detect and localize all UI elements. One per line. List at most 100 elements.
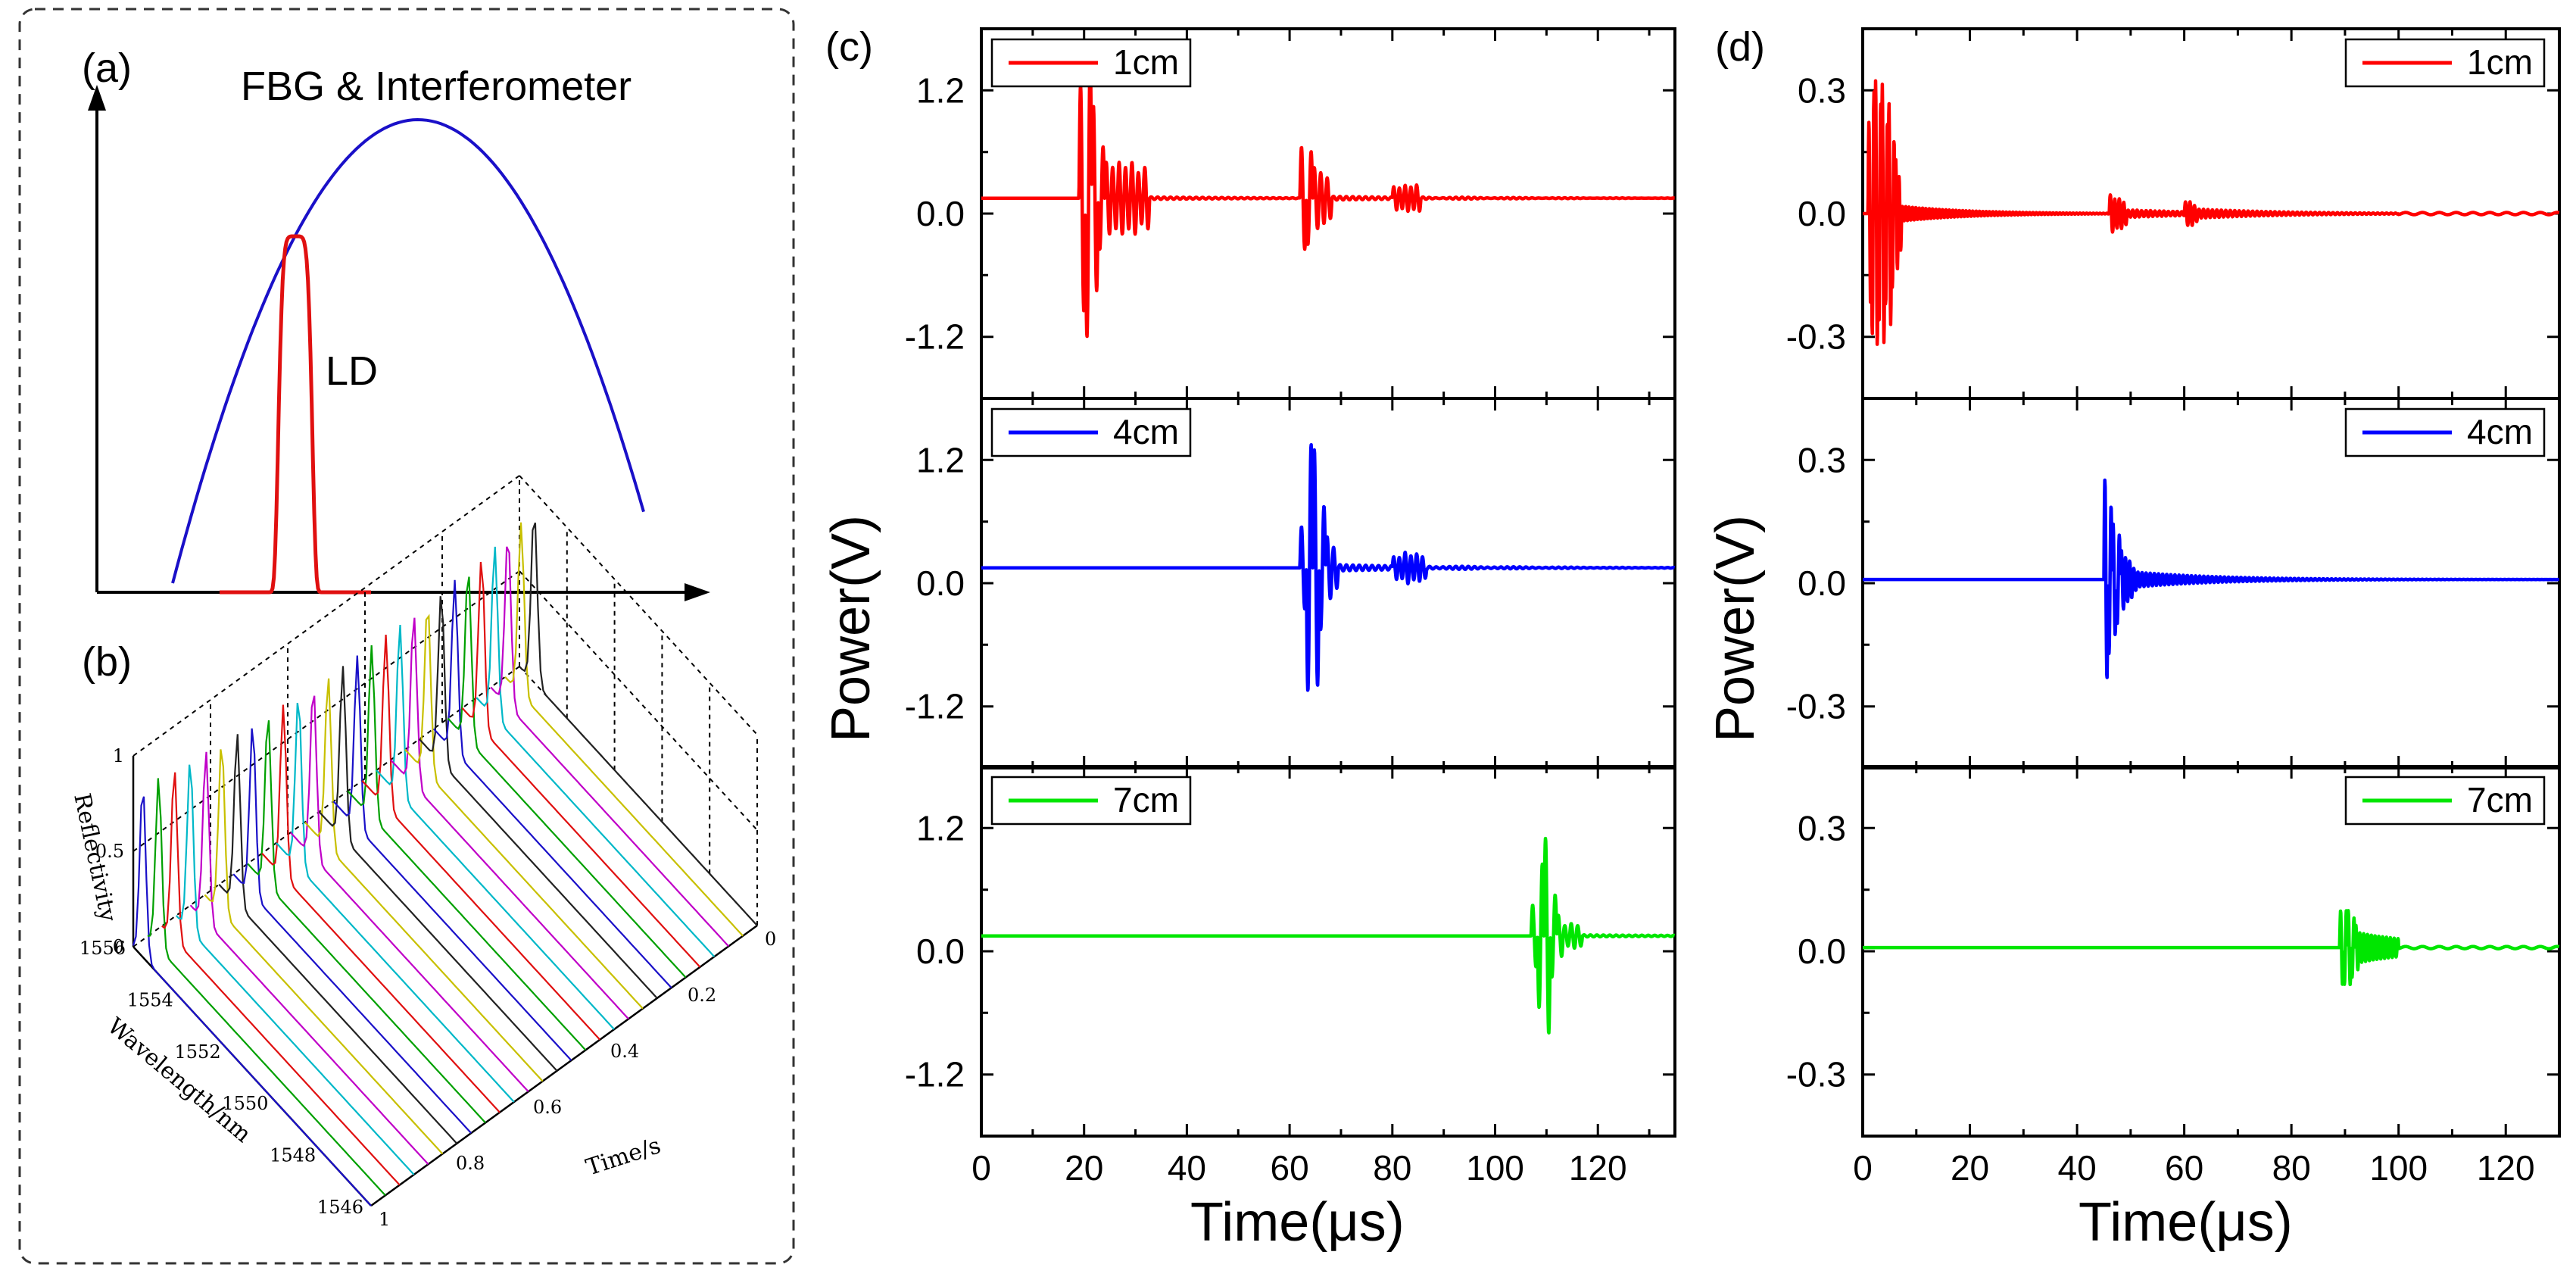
reflectivity-trace [347, 645, 587, 1051]
wavelength-tick-label: 1556 [80, 938, 126, 959]
panel-a-label: (a) [82, 45, 132, 91]
legend-label: 7cm [1113, 780, 1179, 819]
laser-diode-peak [220, 234, 371, 595]
y-tick-label: 0.3 [1798, 440, 1846, 479]
reflectivity-trace [289, 695, 529, 1093]
y-tick-label: 0.0 [1798, 932, 1846, 971]
series-line-1cm [980, 58, 1676, 339]
y-tick-label: 0.0 [1798, 563, 1846, 603]
time-tick-label: 0.6 [533, 1097, 562, 1118]
x-tick-label: 80 [1373, 1148, 1411, 1188]
wavelength-tick-label: 1552 [175, 1041, 221, 1063]
panel-a: (a) FBG & Interferometer LD [82, 45, 710, 601]
wavelength-tick-label: 1550 [222, 1093, 268, 1114]
left-panel-frame [18, 8, 795, 1265]
reflectivity-trace [332, 655, 572, 1061]
panel-d-xlabel: Time(μs) [2079, 1192, 2293, 1253]
x-tick-label: 80 [2272, 1148, 2311, 1188]
y-tick-label: -0.3 [1786, 317, 1846, 357]
reflectivity-trace [318, 666, 558, 1072]
grid-line [519, 570, 758, 831]
x-tick-label: 40 [2057, 1148, 2096, 1188]
reflectivity-trace [418, 596, 658, 999]
panel-a-y-arrow [88, 85, 106, 111]
reflectivity-trace [519, 522, 758, 926]
y-tick-label: 0.0 [916, 563, 965, 603]
x-tick-label: 40 [1168, 1148, 1206, 1188]
y-tick-label: 1.2 [916, 440, 965, 479]
panel-b-traces [132, 522, 758, 1207]
grid-line [133, 666, 520, 947]
reflectivity-trace [490, 546, 730, 947]
panel-b-label: (b) [82, 639, 132, 685]
series-line-7cm [1861, 909, 2561, 987]
reflectivity-trace [476, 546, 716, 957]
grid-line [133, 475, 520, 757]
reflectivity-trace [447, 576, 687, 979]
wavelength-tick-label: 1548 [270, 1145, 316, 1166]
y-tick-label: 1.2 [916, 70, 965, 110]
reflectivity-trace [504, 522, 744, 937]
reflectivity-trace [361, 635, 601, 1041]
reflectivity-trace [204, 749, 444, 1155]
panel-c-label: (c) [825, 24, 873, 70]
panel-a-x-arrow [685, 583, 710, 601]
reflectivity-trace [432, 579, 672, 988]
reflectivity-trace [261, 704, 501, 1113]
legend-label: 7cm [2467, 780, 2533, 819]
x-tick-label: 120 [2477, 1148, 2535, 1188]
reflectivity-trace [461, 561, 701, 968]
panel-b-ticks: 0 0.5 1 1556 1554 1552 1550 1548 1546 1 0.8 0.6 0.4 0… [80, 745, 776, 1230]
reflectivity-trace [390, 617, 629, 1020]
reflectivity-trace [132, 796, 372, 1207]
wavelength-tick-label: 1546 [317, 1197, 363, 1218]
legend-label: 1cm [1113, 42, 1179, 82]
x-tick-label: 0 [1853, 1148, 1873, 1188]
reflectivity-trace [304, 678, 544, 1082]
reflectivity-trace [276, 702, 515, 1103]
panel-b-wavelength-label: Wavelength/nm [102, 1013, 256, 1147]
y-tick-label: 0.3 [1798, 70, 1846, 110]
reflectivity-trace [376, 625, 615, 1030]
time-tick-label: 1 [379, 1209, 390, 1230]
time-axis [370, 924, 758, 1207]
panel-d-label: (d) [1715, 24, 1765, 70]
panel-d: (d) Power(V) Time(μs) 0.3 0.0 -0.3 1cm 0.3 0.… [1705, 24, 2561, 1253]
panel-c: (c) Power(V) Time(μs) 1.2 0.0 -1.2 1cm 1.2 0.… [821, 24, 1676, 1253]
reflectivity-trace [404, 613, 644, 1010]
laser-label: LD [326, 348, 378, 394]
reflectivity-trace [147, 778, 386, 1197]
series-line-1cm [1861, 79, 2561, 346]
panel-c-ylabel: Power(V) [821, 515, 881, 742]
y-tick-label: -0.3 [1786, 687, 1846, 726]
reflectivity-trace [232, 728, 472, 1134]
series-line-4cm [1861, 478, 2561, 679]
panel-a-title: FBG & Interferometer [241, 64, 632, 109]
legend-label: 4cm [1113, 412, 1179, 451]
x-tick-label: 100 [1466, 1148, 1524, 1188]
time-tick-label: 0 [765, 929, 776, 950]
y-tick-label: -1.2 [905, 1055, 965, 1094]
z-tick-label: 0 [113, 936, 124, 957]
reflectivity-trace [161, 772, 401, 1186]
y-tick-label: 0.0 [1798, 194, 1846, 233]
x-tick-label: 60 [2165, 1148, 2203, 1188]
y-tick-label: -1.2 [905, 687, 965, 726]
grid-line [519, 475, 758, 735]
x-tick-label: 100 [2369, 1148, 2428, 1188]
panel-c-xlabel: Time(μs) [1190, 1192, 1405, 1253]
y-tick-label: 0.0 [916, 932, 965, 971]
legend-label: 4cm [2467, 412, 2533, 451]
x-tick-label: 20 [1951, 1148, 1989, 1188]
reflectivity-trace [189, 751, 429, 1165]
reflectivity-trace [247, 720, 486, 1124]
x-tick-label: 60 [1271, 1148, 1309, 1188]
y-tick-label: -1.2 [905, 317, 965, 357]
x-tick-label: 20 [1065, 1148, 1103, 1188]
reflectivity-trace [175, 764, 415, 1175]
wavelength-tick-label: 1554 [127, 989, 173, 1010]
y-tick-label: 0.3 [1798, 808, 1846, 848]
time-tick-label: 0.2 [688, 985, 716, 1006]
panel-d-ylabel: Power(V) [1705, 515, 1766, 742]
